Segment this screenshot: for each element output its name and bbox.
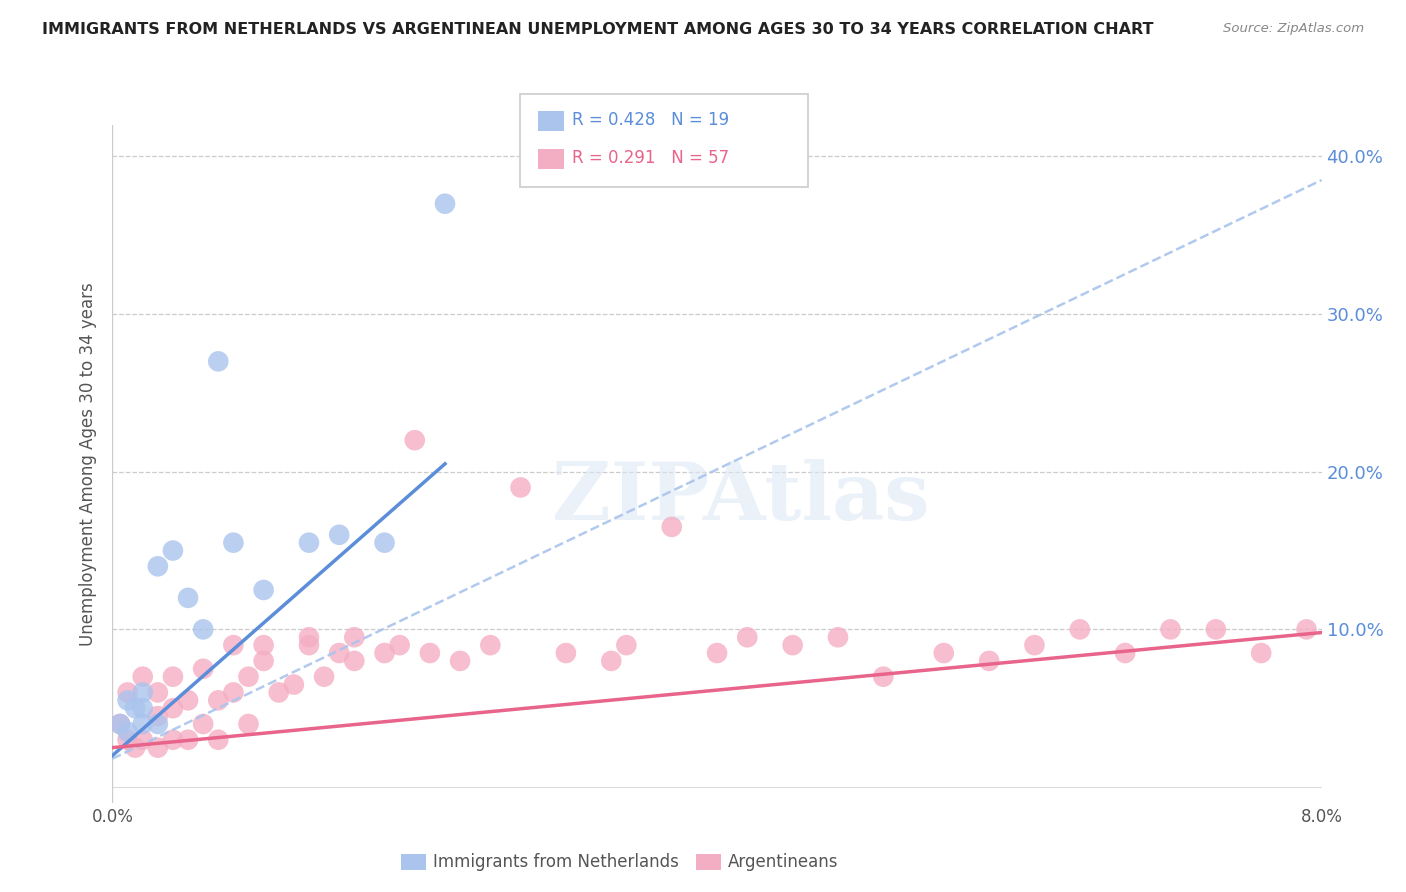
Point (132, 685, 155, 699)
Point (132, 701, 155, 715)
Point (706, 646, 728, 660)
Point (433, 196, 456, 211)
Point (1159, 623, 1181, 637)
Point (132, 732, 155, 747)
Point (932, 646, 955, 660)
Point (191, 662, 215, 676)
Point (253, 654, 276, 668)
Y-axis label: Unemployment Among Ages 30 to 34 years: Unemployment Among Ages 30 to 34 years (79, 282, 97, 646)
Text: ZIPAtlas: ZIPAtlas (553, 458, 929, 537)
Point (373, 535, 396, 549)
Point (146, 559, 169, 574)
Point (117, 732, 139, 747)
Point (253, 582, 276, 597)
Point (328, 646, 350, 660)
Point (328, 528, 350, 542)
Point (108, 717, 131, 731)
Point (979, 654, 1001, 668)
Point (132, 670, 155, 684)
Point (191, 717, 215, 731)
Point (616, 638, 638, 652)
Point (343, 654, 366, 668)
Point (238, 717, 260, 731)
Text: Argentineans: Argentineans (728, 853, 839, 871)
Point (222, 638, 245, 652)
Point (162, 543, 184, 558)
Point (1205, 623, 1227, 637)
Point (737, 630, 759, 644)
Point (600, 654, 623, 668)
Point (177, 732, 200, 747)
Point (207, 732, 229, 747)
Point (117, 685, 139, 699)
Point (1024, 638, 1046, 652)
Point (146, 709, 169, 723)
Point (388, 638, 411, 652)
Point (222, 685, 245, 699)
Point (872, 670, 894, 684)
Point (283, 677, 305, 691)
Point (117, 724, 139, 739)
Text: R = 0.428   N = 19: R = 0.428 N = 19 (572, 112, 730, 129)
Point (312, 670, 335, 684)
Text: Immigrants from Netherlands: Immigrants from Netherlands (433, 853, 679, 871)
Point (661, 520, 683, 534)
Point (404, 433, 426, 447)
Point (146, 740, 169, 755)
Point (146, 717, 169, 731)
Point (238, 670, 260, 684)
Point (373, 646, 396, 660)
Text: Source: ZipAtlas.com: Source: ZipAtlas.com (1223, 22, 1364, 36)
Point (117, 693, 139, 707)
Point (146, 685, 169, 699)
Point (124, 740, 146, 755)
Point (1250, 646, 1272, 660)
Point (298, 535, 321, 549)
Point (554, 646, 576, 660)
Point (207, 693, 229, 707)
Point (1069, 623, 1091, 637)
Point (343, 630, 366, 644)
Point (782, 638, 804, 652)
Text: IMMIGRANTS FROM NETHERLANDS VS ARGENTINEAN UNEMPLOYMENT AMONG AGES 30 TO 34 YEAR: IMMIGRANTS FROM NETHERLANDS VS ARGENTINE… (42, 22, 1154, 37)
Point (479, 638, 502, 652)
Point (298, 630, 321, 644)
Point (267, 685, 290, 699)
Point (509, 481, 531, 495)
Point (1114, 646, 1136, 660)
Point (177, 693, 200, 707)
Text: R = 0.291   N = 57: R = 0.291 N = 57 (572, 149, 730, 167)
Point (191, 623, 215, 637)
Point (222, 535, 245, 549)
Point (108, 717, 131, 731)
Point (124, 701, 146, 715)
Point (207, 354, 229, 368)
Point (132, 717, 155, 731)
Point (298, 638, 321, 652)
Point (827, 630, 849, 644)
Point (253, 638, 276, 652)
Point (177, 591, 200, 605)
Point (162, 732, 184, 747)
Point (419, 646, 441, 660)
Point (1295, 623, 1317, 637)
Point (449, 654, 471, 668)
Point (162, 701, 184, 715)
Point (162, 670, 184, 684)
